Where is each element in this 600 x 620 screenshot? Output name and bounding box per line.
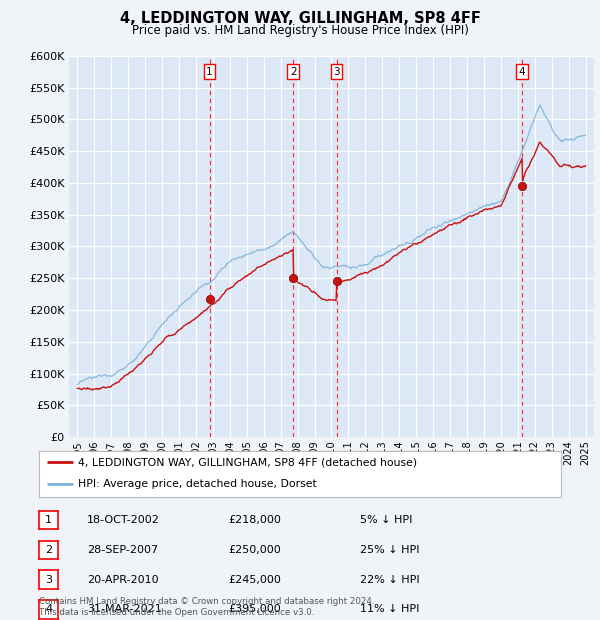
Text: £250,000: £250,000 [228, 545, 281, 555]
Text: £218,000: £218,000 [228, 515, 281, 525]
Text: 2: 2 [45, 545, 52, 555]
Text: Price paid vs. HM Land Registry's House Price Index (HPI): Price paid vs. HM Land Registry's House … [131, 24, 469, 37]
Text: 1: 1 [45, 515, 52, 525]
Text: 3: 3 [333, 67, 340, 77]
Text: 4, LEDDINGTON WAY, GILLINGHAM, SP8 4FF (detached house): 4, LEDDINGTON WAY, GILLINGHAM, SP8 4FF (… [78, 458, 417, 467]
Text: 22% ↓ HPI: 22% ↓ HPI [360, 575, 419, 585]
Text: 2: 2 [290, 67, 297, 77]
Text: 3: 3 [45, 575, 52, 585]
Text: 11% ↓ HPI: 11% ↓ HPI [360, 604, 419, 614]
Text: £395,000: £395,000 [228, 604, 281, 614]
Text: 5% ↓ HPI: 5% ↓ HPI [360, 515, 412, 525]
Text: 28-SEP-2007: 28-SEP-2007 [87, 545, 158, 555]
Text: £245,000: £245,000 [228, 575, 281, 585]
Text: Contains HM Land Registry data © Crown copyright and database right 2024.
This d: Contains HM Land Registry data © Crown c… [39, 598, 374, 617]
Text: 4: 4 [519, 67, 526, 77]
Text: 1: 1 [206, 67, 213, 77]
Text: 4, LEDDINGTON WAY, GILLINGHAM, SP8 4FF: 4, LEDDINGTON WAY, GILLINGHAM, SP8 4FF [119, 11, 481, 26]
Text: 20-APR-2010: 20-APR-2010 [87, 575, 158, 585]
Text: 31-MAR-2021: 31-MAR-2021 [87, 604, 162, 614]
Text: 25% ↓ HPI: 25% ↓ HPI [360, 545, 419, 555]
Text: HPI: Average price, detached house, Dorset: HPI: Average price, detached house, Dors… [78, 479, 317, 489]
Text: 18-OCT-2002: 18-OCT-2002 [87, 515, 160, 525]
Text: 4: 4 [45, 604, 52, 614]
